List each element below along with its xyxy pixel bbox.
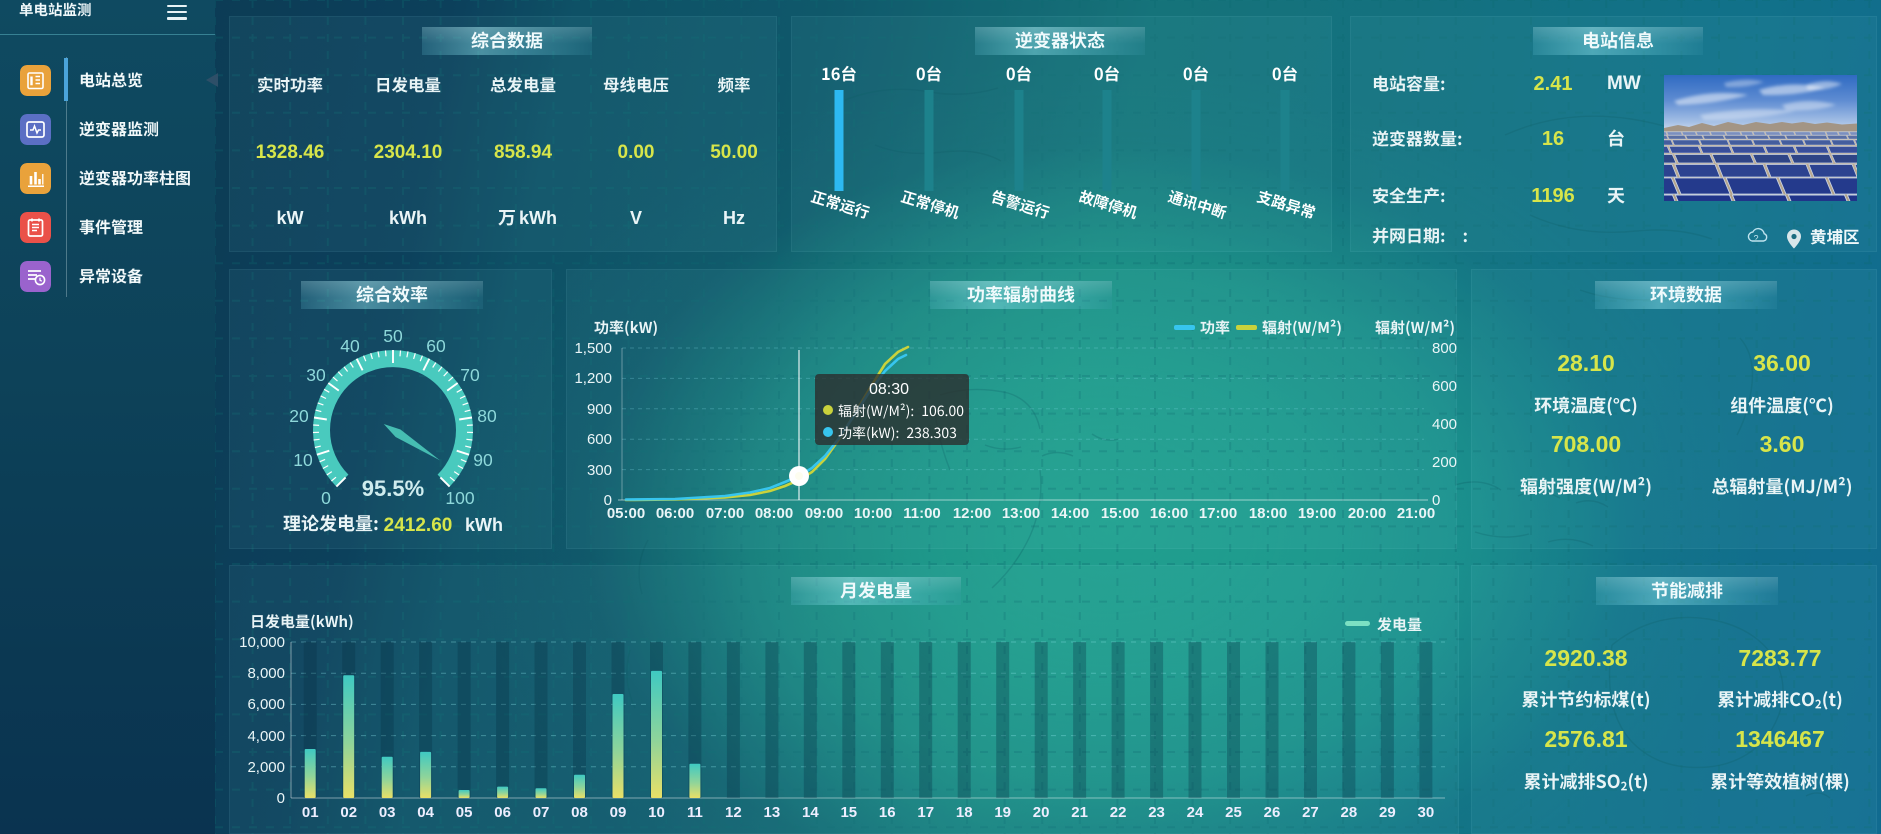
svg-text:?: ? bbox=[1753, 234, 1758, 244]
